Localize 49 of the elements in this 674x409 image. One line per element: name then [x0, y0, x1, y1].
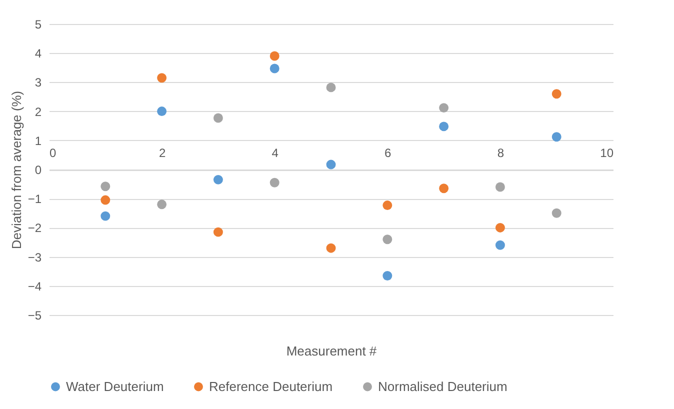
point [213, 113, 223, 123]
y-axis-title: Deviation from average (%) [8, 90, 24, 250]
point [439, 103, 449, 113]
point [495, 182, 505, 192]
point [326, 82, 336, 92]
y-tick-label: −5 [28, 308, 42, 322]
legend-label: Water Deuterium [66, 378, 164, 394]
point [100, 195, 110, 205]
point [495, 240, 505, 250]
x-tick-label: 4 [272, 146, 279, 160]
point [326, 243, 336, 253]
point [100, 211, 110, 221]
point [157, 106, 167, 116]
x-tick-label: 6 [384, 146, 392, 160]
point [213, 227, 223, 237]
y-tick-label: 4 [34, 46, 42, 61]
point [552, 89, 562, 99]
point [270, 178, 280, 188]
x-tick-label: 0 [50, 146, 56, 160]
point [270, 64, 280, 74]
x-axis-title: Measurement # [286, 344, 378, 358]
point [382, 200, 392, 210]
point [270, 51, 280, 61]
y-tick-label: 0 [34, 163, 42, 177]
y-tick-label: −4 [28, 279, 42, 294]
y-tick-label: −3 [28, 250, 42, 264]
point [439, 184, 449, 194]
point [157, 73, 167, 83]
x-tick-label: 2 [158, 146, 166, 160]
point [326, 160, 336, 170]
y-tick-label: 2 [34, 104, 42, 119]
point [382, 234, 392, 244]
x-tick-label: 10 [600, 146, 614, 160]
y-tick-label: 5 [34, 18, 42, 32]
point [100, 182, 110, 192]
point [213, 174, 223, 184]
point [157, 200, 167, 210]
point [495, 222, 505, 232]
point [382, 270, 392, 280]
y-tick-label: −1 [28, 192, 42, 206]
legend-label: Normalised Deuterium [378, 378, 508, 394]
y-tick-label: −2 [28, 221, 42, 236]
point [439, 122, 449, 132]
legend-label: Reference Deuterium [209, 378, 333, 394]
y-tick-label: 3 [34, 76, 42, 90]
y-tick-label: 1 [34, 134, 42, 148]
x-tick-label: 8 [497, 146, 504, 160]
point [552, 132, 562, 142]
point [552, 208, 562, 218]
